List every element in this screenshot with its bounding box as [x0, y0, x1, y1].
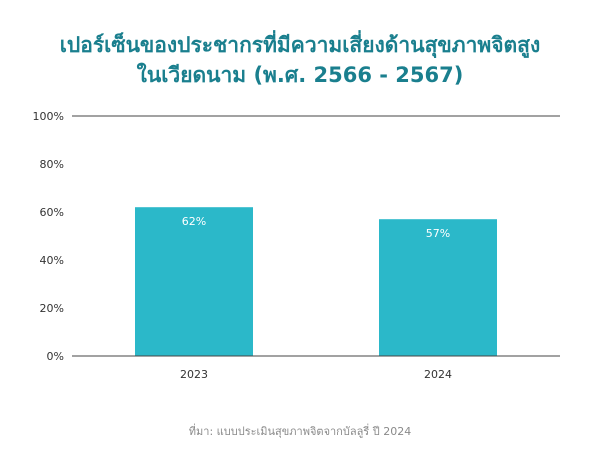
bar: [135, 207, 253, 356]
y-tick-label: 40%: [40, 254, 64, 267]
x-tick-label: 2023: [180, 368, 208, 381]
y-tick-label: 80%: [40, 158, 64, 171]
chart-title-line-2: ในเวียดนาม (พ.ศ. 2566 - 2567): [136, 63, 464, 87]
y-tick-label: 20%: [40, 302, 64, 315]
bar: [379, 219, 497, 356]
source-note: ที่มา: แบบประเมินสุขภาพจิตจากบัลลูรี่ ปี…: [188, 425, 412, 438]
bar-value-label: 57%: [426, 227, 450, 240]
y-tick-label: 100%: [33, 110, 64, 123]
chart-title-line-1: เปอร์เซ็นของประชากรที่มีความเสี่ยงด้านสุ…: [59, 33, 541, 57]
chart-title: เปอร์เซ็นของประชากรที่มีความเสี่ยงด้านสุ…: [0, 30, 600, 90]
bar-value-label: 62%: [182, 215, 206, 228]
y-tick-label: 0%: [47, 350, 64, 363]
y-tick-label: 60%: [40, 206, 64, 219]
x-tick-label: 2024: [424, 368, 452, 381]
